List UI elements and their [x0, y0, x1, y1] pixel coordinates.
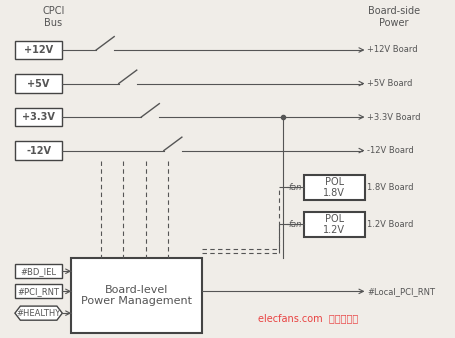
FancyBboxPatch shape — [303, 212, 364, 237]
Text: +5V Board: +5V Board — [367, 79, 412, 88]
Text: -12V Board: -12V Board — [367, 146, 414, 155]
Text: +3.3V Board: +3.3V Board — [367, 113, 420, 122]
Text: POL
1.8V: POL 1.8V — [323, 177, 345, 198]
FancyBboxPatch shape — [71, 258, 202, 333]
Text: 1.8V Board: 1.8V Board — [367, 183, 414, 192]
Polygon shape — [15, 306, 62, 320]
Text: #HEALTHY: #HEALTHY — [16, 309, 61, 318]
FancyBboxPatch shape — [15, 284, 62, 298]
Text: -12V: -12V — [26, 146, 51, 155]
Text: #PCI_RNT: #PCI_RNT — [18, 287, 60, 296]
Text: elecfans.com  电子发烧友: elecfans.com 电子发烧友 — [258, 313, 359, 323]
Text: +3.3V: +3.3V — [22, 112, 55, 122]
Text: Board-level
Power Management: Board-level Power Management — [81, 285, 192, 306]
FancyBboxPatch shape — [15, 41, 62, 59]
FancyBboxPatch shape — [15, 264, 62, 278]
FancyBboxPatch shape — [15, 74, 62, 93]
FancyBboxPatch shape — [15, 108, 62, 126]
Text: +12V: +12V — [24, 45, 53, 55]
Text: fan: fan — [288, 220, 302, 229]
Text: CPCI
Bus: CPCI Bus — [42, 6, 65, 28]
Text: #Local_PCI_RNT: #Local_PCI_RNT — [367, 287, 435, 296]
Text: +5V: +5V — [27, 78, 50, 89]
FancyBboxPatch shape — [15, 141, 62, 160]
Text: fan: fan — [288, 183, 302, 192]
Text: 1.2V Board: 1.2V Board — [367, 220, 413, 229]
Text: Board-side
Power: Board-side Power — [368, 6, 420, 28]
FancyBboxPatch shape — [303, 175, 364, 200]
Text: #BD_IEL: #BD_IEL — [20, 267, 56, 276]
Text: POL
1.2V: POL 1.2V — [323, 214, 345, 235]
Text: +12V Board: +12V Board — [367, 46, 418, 54]
